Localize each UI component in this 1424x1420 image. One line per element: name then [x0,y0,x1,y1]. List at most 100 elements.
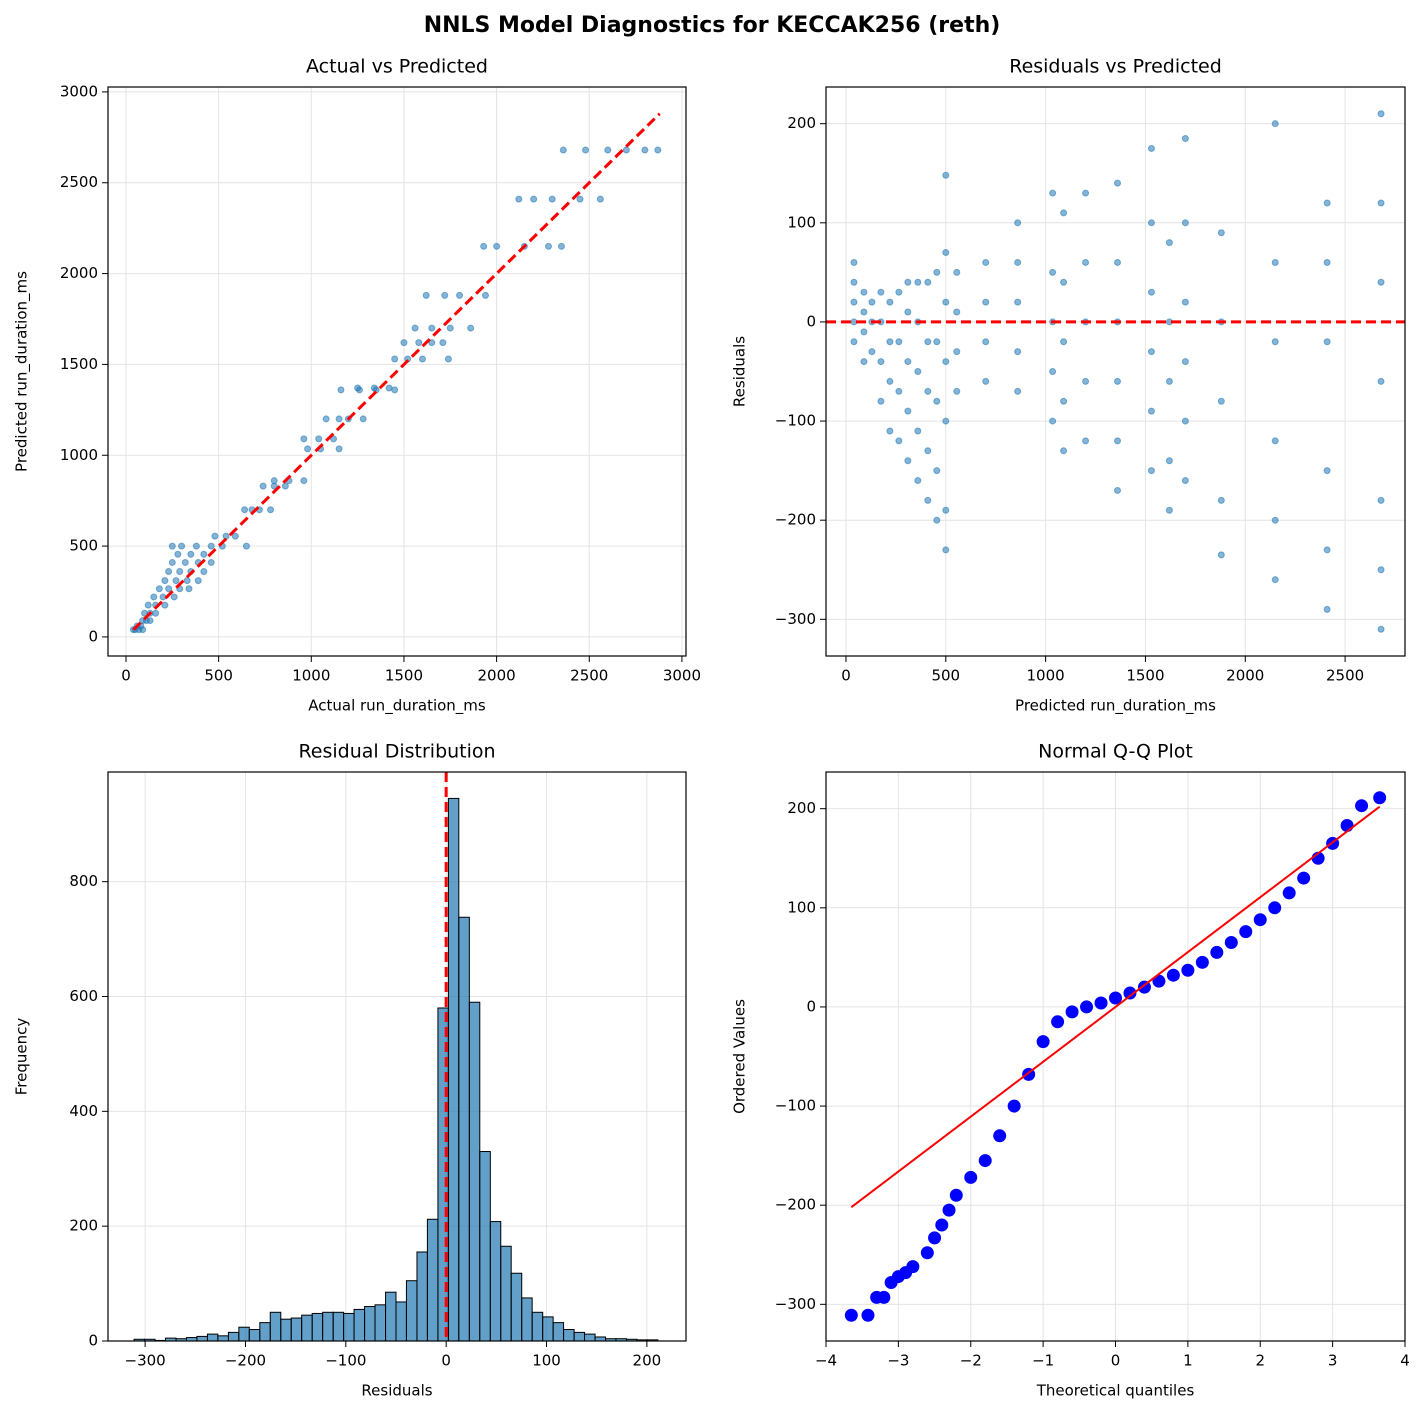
point [359,415,367,423]
point [850,298,858,306]
point [146,617,154,625]
x-tick-label: −200 [225,1352,266,1370]
point [1082,258,1090,266]
point [964,1170,978,1184]
x-tick-label: −300 [125,1352,166,1370]
point [1181,417,1189,425]
point [1217,229,1225,237]
point [1323,467,1331,475]
x-tick-label: 1500 [1126,667,1164,685]
x-tick-label: 3000 [663,667,701,685]
point [1377,377,1385,385]
reference-line [850,805,1381,1208]
point [1377,199,1385,207]
point [993,1129,1007,1143]
point [928,1231,942,1245]
bar [311,1312,324,1342]
point [444,355,452,363]
x-tick-label: 200 [633,1352,662,1370]
panel: 0 500 1000 1500 2000 2500 3000 0 500 1000 1500 2000… [13,56,702,716]
point [330,435,338,443]
y-tick-label: −300 [775,610,816,628]
x-tick-label: 500 [204,667,233,685]
point [1147,407,1155,415]
panel: −300 −200 −100 0 100 200 0 200 400 600 800 Residual… [13,741,687,1400]
bar [500,1245,512,1342]
bar [531,1311,544,1342]
bar [584,1333,596,1342]
point [241,506,249,514]
point [1082,189,1090,197]
point [557,242,565,250]
x-tick-label: −100 [325,1352,366,1370]
point [165,585,173,593]
point [942,358,950,366]
y-tick-label: 3000 [60,82,98,100]
point [337,386,345,394]
bar [343,1312,355,1342]
point [906,1260,920,1274]
x-tick-label: 0 [1111,1352,1121,1370]
point [860,308,868,316]
x-tick-label: 1000 [1027,667,1065,685]
point [877,358,885,366]
point [914,278,922,286]
point [868,348,876,356]
point [304,445,312,453]
point [850,258,858,266]
bar [217,1335,229,1342]
point [267,506,275,514]
bar [238,1326,250,1342]
point [1007,1099,1021,1113]
panel: 0 500 1000 1500 2000 2500 −300 −200 −100 0 100 200 R… [731,56,1406,716]
point [935,1218,949,1232]
point [895,338,903,346]
point [400,339,408,347]
y-tick-label: 800 [69,872,98,890]
x-tick-label: 2500 [570,667,608,685]
point [850,278,858,286]
point [1195,955,1209,969]
point [1323,605,1331,613]
point [1049,189,1057,197]
point [1271,437,1279,445]
point [168,558,176,566]
point [467,324,475,332]
point [1217,551,1225,559]
point [548,195,556,203]
point [1014,387,1022,395]
y-tick-label: 200 [69,1217,98,1235]
point [181,558,189,566]
x-tick-label: 500 [931,667,960,685]
point [1113,258,1121,266]
point [1036,1035,1050,1049]
x-tick-label: 2000 [1226,667,1264,685]
point [877,397,885,405]
x-tick-label: −4 [815,1352,837,1370]
point [895,437,903,445]
point [1082,437,1090,445]
point [1113,437,1121,445]
point [1271,258,1279,266]
panel-title: Normal Q-Q Plot [1038,741,1193,763]
point [1137,980,1151,994]
y-tick-label: 0 [88,1332,98,1350]
y-tick-label: 1000 [60,446,98,464]
bar [280,1318,292,1342]
bar [594,1336,607,1342]
point [281,482,289,490]
point [411,324,419,332]
bar [248,1329,261,1342]
point [1080,1000,1094,1014]
x-tick-label: −1 [1032,1352,1054,1370]
point [1014,298,1022,306]
point [953,348,961,356]
point [924,496,932,504]
point [1165,457,1173,465]
point [1113,377,1121,385]
point [1060,447,1068,455]
point [868,298,876,306]
point [1377,625,1385,633]
point [1355,799,1369,813]
